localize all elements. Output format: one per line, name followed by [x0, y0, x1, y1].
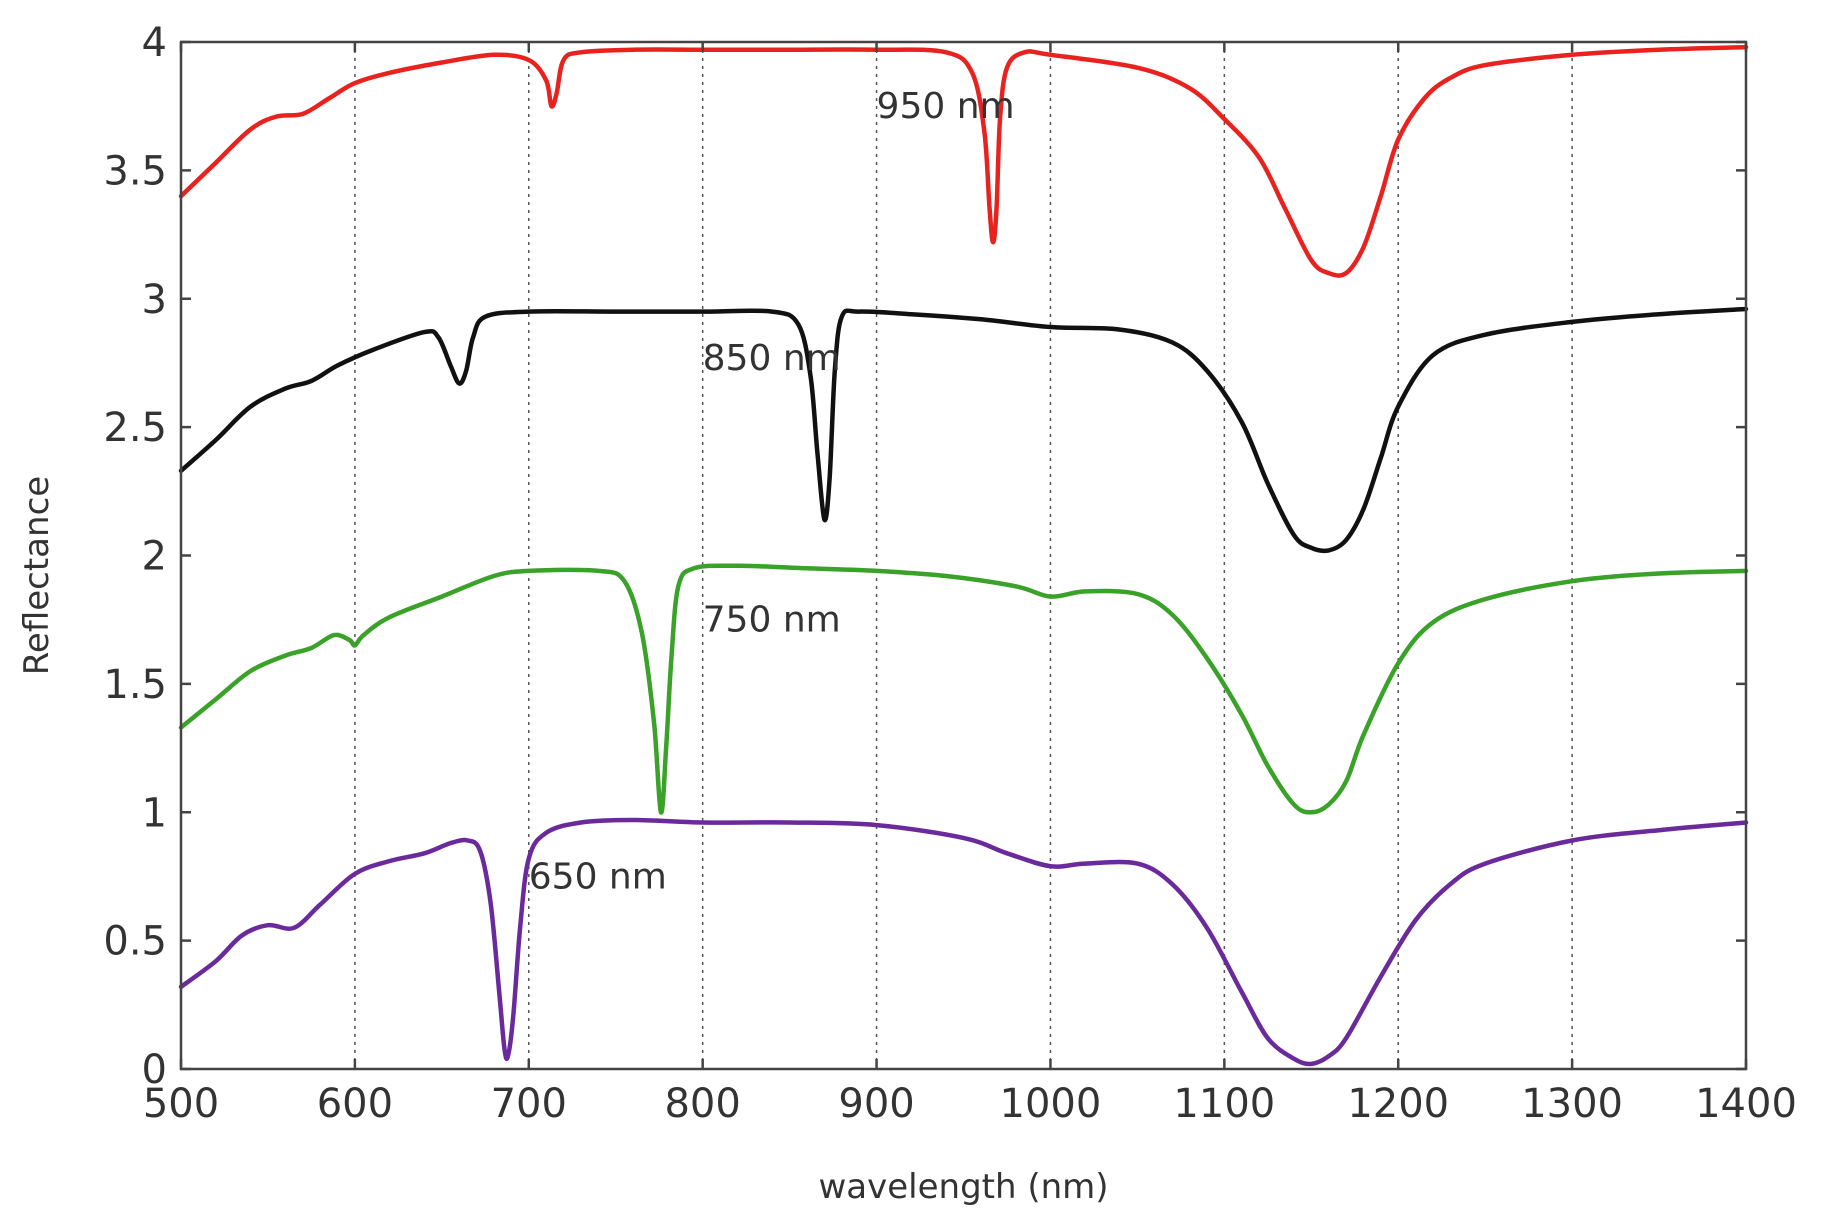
y-tick-labels: 0 0.5 1 1.5 2 2.5 3 3.5 4 — [103, 20, 167, 1093]
series-line-850-nm — [178, 306, 1749, 554]
plot-frame — [179, 40, 1748, 1071]
grid — [354, 42, 1573, 1069]
series-line-950-nm — [178, 44, 1749, 278]
x-tick-label: 900 — [838, 1081, 914, 1127]
series-label-950-nm: 950 nm — [877, 86, 1015, 127]
axis-ticks — [179, 40, 1748, 1071]
y-tick-label: 4 — [142, 20, 167, 66]
x-tick-label: 800 — [664, 1081, 740, 1127]
x-tick-label: 700 — [491, 1081, 567, 1127]
x-tick-label: 1300 — [1521, 1081, 1623, 1127]
y-tick-label: 3.5 — [103, 148, 167, 194]
x-tick-labels: 500 600 700 800 900 1000 1100 1200 1300 1400 — [143, 1081, 1797, 1127]
series-group — [178, 44, 1749, 1067]
x-tick-label: 1100 — [1173, 1081, 1275, 1127]
y-tick-label: 1.5 — [103, 662, 167, 708]
y-tick-label: 2.5 — [103, 405, 167, 451]
x-tick-label: 1000 — [1000, 1081, 1102, 1127]
y-tick-label: 0 — [142, 1047, 167, 1093]
x-tick-label: 600 — [317, 1081, 393, 1127]
series-line-750-nm — [178, 563, 1749, 815]
y-tick-label: 1 — [142, 790, 167, 836]
series-line-650-nm — [178, 817, 1749, 1067]
series-annotations: 950 nm 850 nm 750 nm 650 nm — [529, 86, 1015, 897]
x-tick-label: 1400 — [1695, 1081, 1797, 1127]
series-label-750-nm: 750 nm — [703, 600, 841, 641]
y-tick-label: 2 — [142, 534, 167, 580]
x-tick-label: 500 — [143, 1081, 219, 1127]
series-label-650-nm: 650 nm — [529, 856, 667, 897]
x-tick-label: 1200 — [1347, 1081, 1449, 1127]
y-tick-label: 0.5 — [103, 919, 167, 965]
x-axis-title: wavelength (nm) — [818, 1167, 1108, 1207]
y-tick-label: 3 — [142, 277, 167, 323]
y-axis-title: Reflectance — [17, 476, 57, 675]
series-label-850-nm: 850 nm — [703, 338, 841, 379]
